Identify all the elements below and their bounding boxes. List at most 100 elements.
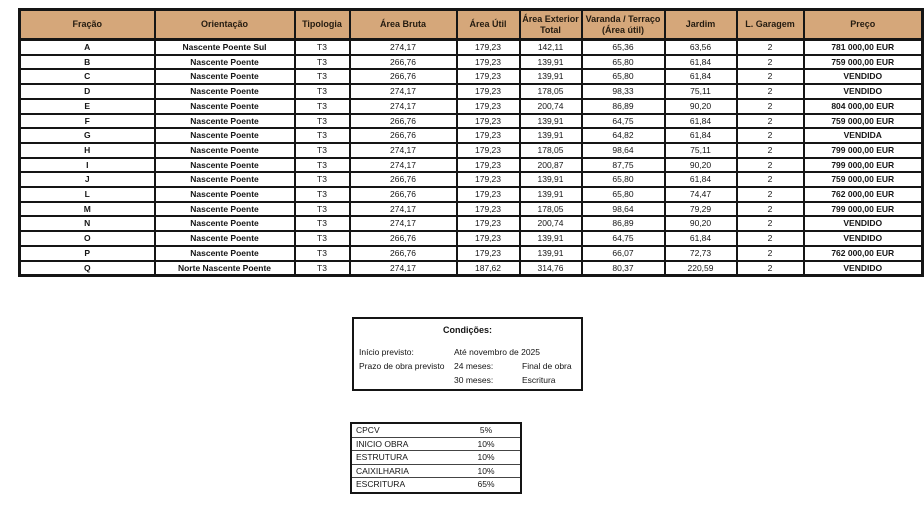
table-cell: 139,91 xyxy=(518,112,583,130)
table-cell: 139,91 xyxy=(518,230,583,247)
table-cell: 179,23 xyxy=(455,53,521,71)
table-cell: 266,76 xyxy=(348,171,458,189)
table-cell: 61,84 xyxy=(663,112,738,130)
fraction-cell: E xyxy=(18,97,156,115)
price-cell: VENDIDO xyxy=(802,83,924,100)
table-cell: 266,76 xyxy=(348,127,458,144)
table-cell: 179,23 xyxy=(455,38,521,56)
table-cell: 179,23 xyxy=(455,230,521,247)
table-cell: 274,17 xyxy=(348,156,458,174)
table-row: C Nascente Poente T3 266,76 179,23 139,91 65,8… xyxy=(18,68,924,86)
payment-schedule-box: CPCV 5% INICIO OBRA 10% ESTRUTURA 10% CAIXILHA… xyxy=(350,422,522,494)
payment-row: CAIXILHARIA 10% xyxy=(352,465,520,479)
table-row: M Nascente Poente T3 274,17 179,23 178,05 98,6… xyxy=(18,200,924,218)
table-cell: 179,23 xyxy=(455,141,521,159)
conditions-box: Condições: Início previsto: Até novembro … xyxy=(352,317,583,391)
table-cell: 75,11 xyxy=(663,141,738,159)
table-cell: 139,91 xyxy=(518,171,583,189)
table-cell: 200,74 xyxy=(518,215,583,233)
table-row: D Nascente Poente T3 274,17 179,23 178,05 98,3… xyxy=(18,83,924,100)
table-cell: 314,76 xyxy=(518,259,583,277)
table-cell: T3 xyxy=(293,259,351,277)
table-cell: T3 xyxy=(293,230,351,247)
column-header: Área Útil xyxy=(455,8,521,41)
table-cell: 179,23 xyxy=(455,200,521,218)
table-cell: 2 xyxy=(735,141,805,159)
fractions-price-table: Fração Orientação Tipologia Área Bruta Área … xyxy=(18,8,924,278)
payment-percentage: 65% xyxy=(477,479,495,490)
table-cell: Nascente Poente xyxy=(153,230,296,247)
table-cell: 187,62 xyxy=(455,259,521,277)
fraction-cell: A xyxy=(18,38,156,56)
table-cell: 65,80 xyxy=(580,53,666,71)
fraction-cell: Q xyxy=(18,259,156,277)
column-header: Varanda / Terraço (Área útil) xyxy=(580,8,666,41)
table-cell: 2 xyxy=(735,112,805,130)
table-cell: 61,84 xyxy=(663,127,738,144)
fraction-cell: I xyxy=(18,156,156,174)
table-cell: 178,05 xyxy=(518,83,583,100)
conditions-cell xyxy=(354,373,454,387)
payment-percentage: 10% xyxy=(477,452,495,463)
fraction-cell: B xyxy=(18,53,156,71)
table-cell: 2 xyxy=(735,259,805,277)
table-cell: 266,76 xyxy=(348,68,458,86)
table-cell: Nascente Poente xyxy=(153,186,296,203)
fraction-cell: H xyxy=(18,141,156,159)
column-header: L. Garagem xyxy=(735,8,805,41)
table-cell: 65,80 xyxy=(580,186,666,203)
price-cell: 759 000,00 EUR xyxy=(802,112,924,130)
table-cell: T3 xyxy=(293,186,351,203)
table-row: I Nascente Poente T3 274,17 179,23 200,87 87,7… xyxy=(18,156,924,174)
table-cell: 72,73 xyxy=(663,244,738,262)
payment-percentage: 5% xyxy=(479,425,493,435)
table-cell: 142,11 xyxy=(518,38,583,56)
payment-stage-label: CAIXILHARIA xyxy=(356,465,409,476)
table-cell: Nascente Poente xyxy=(153,83,296,100)
table-cell: 179,23 xyxy=(455,171,521,189)
table-cell: T3 xyxy=(293,38,351,56)
table-cell: 2 xyxy=(735,38,805,56)
fraction-cell: C xyxy=(18,68,156,86)
table-cell: 90,20 xyxy=(663,97,738,115)
table-cell: 139,91 xyxy=(518,244,583,262)
table-cell: 274,17 xyxy=(348,97,458,115)
price-cell: 759 000,00 EUR xyxy=(802,171,924,189)
table-cell: 75,11 xyxy=(663,83,738,100)
table-cell: 65,80 xyxy=(580,171,666,189)
price-cell: VENDIDO xyxy=(802,68,924,86)
table-cell: 179,23 xyxy=(455,156,521,174)
table-row: J Nascente Poente T3 266,76 179,23 139,91 65,8… xyxy=(18,171,924,189)
table-cell: 200,87 xyxy=(518,156,583,174)
table-cell: 64,75 xyxy=(580,112,666,130)
table-cell: T3 xyxy=(293,244,351,262)
column-header: Área Bruta xyxy=(348,8,458,41)
table-cell: 2 xyxy=(735,230,805,247)
table-cell: 179,23 xyxy=(455,186,521,203)
table-cell: 86,89 xyxy=(580,97,666,115)
table-cell: T3 xyxy=(293,68,351,86)
table-cell: 61,84 xyxy=(663,171,738,189)
fraction-cell: N xyxy=(18,215,156,233)
table-cell: 61,84 xyxy=(663,53,738,71)
table-cell: 2 xyxy=(735,171,805,189)
payment-row: CPCV 5% xyxy=(352,424,520,438)
table-cell: 74,47 xyxy=(663,186,738,203)
table-row: B Nascente Poente T3 266,76 179,23 139,91 65,8… xyxy=(18,53,924,71)
conditions-row: 30 meses: Escritura xyxy=(354,373,581,387)
table-cell: T3 xyxy=(293,156,351,174)
table-cell: 2 xyxy=(735,200,805,218)
table-cell: Nascente Poente xyxy=(153,97,296,115)
table-cell: 63,56 xyxy=(663,38,738,56)
conditions-cell: 30 meses: xyxy=(454,375,494,385)
table-cell: T3 xyxy=(293,127,351,144)
fraction-cell: P xyxy=(18,244,156,262)
payment-percentage: 10% xyxy=(477,465,495,476)
conditions-grid: Início previsto: Até novembro de 2025 Praz… xyxy=(354,345,581,387)
price-cell: 804 000,00 EUR xyxy=(802,97,924,115)
conditions-cell: Prazo de obra previsto xyxy=(359,361,445,371)
price-cell: VENDIDO xyxy=(802,230,924,247)
price-cell: VENDIDO xyxy=(802,259,924,277)
payment-row: INICIO OBRA 10% xyxy=(352,438,520,452)
payment-stage-label: CPCV xyxy=(356,425,380,435)
